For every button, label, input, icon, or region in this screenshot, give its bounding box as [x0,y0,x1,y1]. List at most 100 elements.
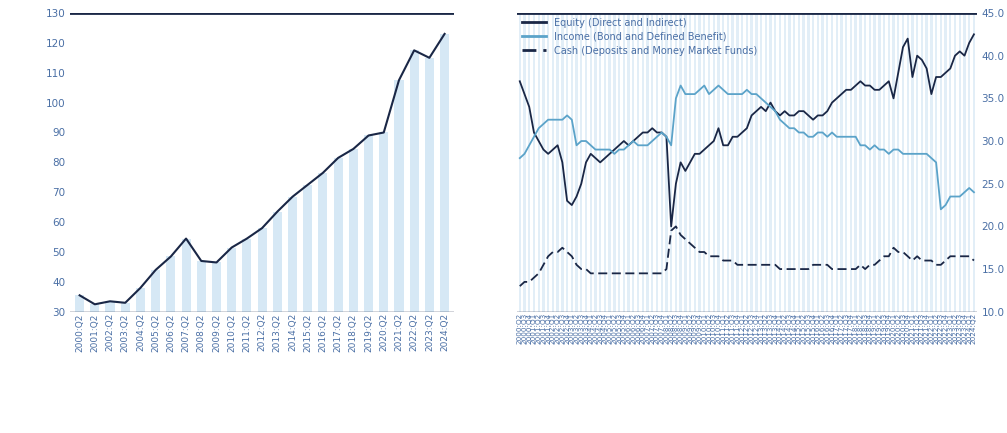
Bar [826,13,829,312]
Bar [736,13,738,312]
Bar [755,13,757,312]
Bar [585,13,587,312]
Bar [580,13,582,312]
Bar [855,13,857,312]
Bar [627,13,629,312]
Bar [166,256,175,312]
Bar [136,288,145,312]
Bar [959,13,961,312]
Bar [798,13,801,312]
Bar [542,13,545,312]
Bar [228,248,237,312]
Bar [636,13,639,312]
Bar [864,13,866,312]
Bar [684,13,687,312]
Bar [812,13,815,312]
Bar [632,13,634,312]
Bar [769,13,771,312]
Bar [869,13,871,312]
Bar [243,239,252,312]
Bar [954,13,957,312]
Bar [845,13,848,312]
Bar [836,13,838,312]
Bar [599,13,601,312]
Legend: Equity (Direct and Indirect), Income (Bond and Defined Benefit), Cash (Deposits : Equity (Direct and Indirect), Income (Bo… [522,18,757,55]
Bar [878,13,880,312]
Bar [440,34,449,312]
Bar [675,13,677,312]
Bar [699,13,701,312]
Bar [906,13,909,312]
Bar [318,173,327,312]
Bar [722,13,724,312]
Bar [717,13,720,312]
Bar [745,13,748,312]
Bar [822,13,824,312]
Bar [652,13,654,312]
Bar [575,13,578,312]
Bar [694,13,696,312]
Bar [840,13,843,312]
Bar [708,13,710,312]
Bar [571,13,573,312]
Bar [273,212,282,312]
Bar [808,13,810,312]
Bar [897,13,899,312]
Bar [680,13,682,312]
Bar [803,13,805,312]
Bar [425,58,434,312]
Bar [288,197,297,312]
Bar [750,13,753,312]
Bar [547,13,550,312]
Bar [859,13,862,312]
Bar [333,158,342,312]
Bar [348,149,357,312]
Bar [622,13,625,312]
Bar [604,13,606,312]
Bar [641,13,643,312]
Bar [589,13,592,312]
Bar [656,13,659,312]
Bar [902,13,904,312]
Bar [395,80,404,312]
Bar [670,13,673,312]
Bar [731,13,734,312]
Bar [727,13,729,312]
Bar [258,228,267,312]
Bar [788,13,790,312]
Bar [968,13,971,312]
Bar [613,13,615,312]
Bar [930,13,932,312]
Bar [925,13,927,312]
Bar [106,301,115,312]
Bar [121,303,130,312]
Bar [873,13,876,312]
Bar [764,13,767,312]
Bar [945,13,947,312]
Bar [557,13,559,312]
Bar [76,295,85,312]
Bar [519,13,521,312]
Bar [774,13,776,312]
Bar [964,13,966,312]
Bar [689,13,691,312]
Bar [561,13,564,312]
Bar [940,13,942,312]
Bar [934,13,938,312]
Bar [594,13,597,312]
Bar [793,13,796,312]
Bar [380,132,389,312]
Bar [741,13,743,312]
Bar [211,262,222,312]
Bar [618,13,620,312]
Bar [552,13,554,312]
Bar [703,13,706,312]
Bar [533,13,535,312]
Bar [661,13,663,312]
Bar [831,13,833,312]
Bar [608,13,611,312]
Bar [151,270,160,312]
Bar [817,13,819,312]
Bar [196,261,205,312]
Bar [524,13,526,312]
